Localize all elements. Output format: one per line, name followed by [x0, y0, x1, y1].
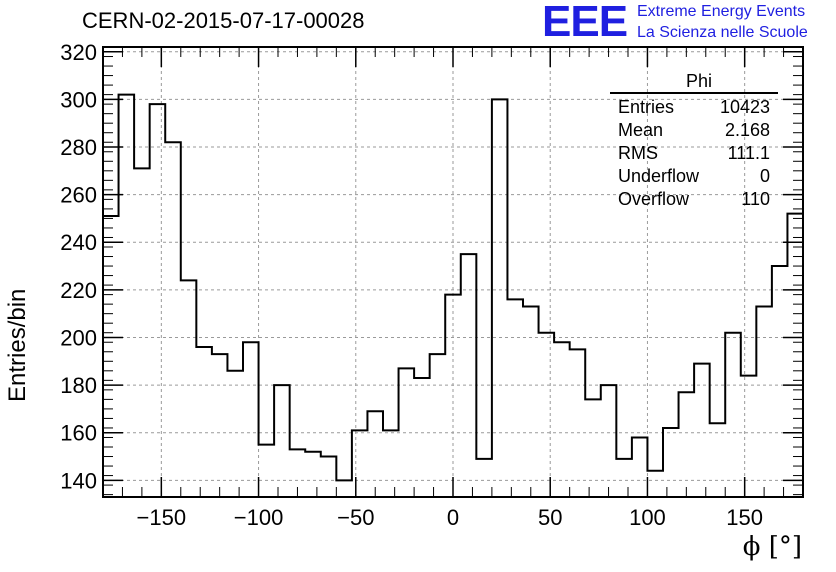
stats-value: 0: [759, 166, 770, 186]
x-tick-label: 50: [538, 505, 562, 530]
stats-label: Overflow: [618, 189, 690, 209]
histogram-line: [103, 93, 803, 497]
stats-value: 10423: [719, 97, 770, 117]
stats-value: 111.1: [727, 143, 770, 163]
stats-row: Underflow 0: [610, 165, 778, 188]
stats-row: Entries 10423: [610, 96, 778, 119]
y-tick-label: 200: [60, 325, 97, 350]
y-axis-label: Entries/bin: [4, 288, 31, 402]
x-tick-label: −100: [234, 505, 284, 530]
x-axis-label: ϕ [°]: [742, 532, 802, 562]
y-tick-label: 300: [60, 87, 97, 112]
y-tick-label: 260: [60, 183, 97, 208]
histogram-series: [103, 93, 803, 497]
stats-value: 2.168: [724, 120, 770, 140]
y-tick-label: 160: [60, 421, 97, 446]
x-tick-label: 0: [447, 505, 459, 530]
y-tick-label: 140: [60, 468, 97, 493]
stats-label: Underflow: [618, 166, 700, 186]
stats-row: Mean 2.168: [610, 119, 778, 142]
stats-label: Entries: [618, 97, 675, 117]
stats-box-title: Phi: [610, 70, 778, 94]
axis-ticks: [102, 46, 804, 497]
tick-labels: 140 160 180 200 220 240 260 280 300 320 −150 −100 −5…: [60, 40, 763, 530]
logo-line-1: Extreme Energy Events: [637, 3, 806, 20]
y-tick-label: 220: [60, 278, 97, 303]
y-tick-label: 280: [60, 135, 97, 160]
logo-line-2: La Scienza nelle Scuole: [637, 24, 808, 41]
x-tick-label: 150: [726, 505, 763, 530]
x-tick-label: −150: [137, 505, 187, 530]
stats-value: 110: [741, 189, 770, 209]
stats-label: Mean: [618, 120, 664, 140]
stats-row: RMS 111.1: [610, 142, 778, 165]
stats-box: Phi Entries 10423 Mean 2.168 RMS 111.1 Unde…: [610, 70, 778, 211]
x-tick-label: 100: [629, 505, 666, 530]
y-tick-label: 240: [60, 230, 97, 255]
stats-row: Overflow 110: [610, 188, 778, 211]
eee-logo: EEE: [542, 0, 628, 46]
stats-label: RMS: [618, 143, 658, 163]
x-tick-label: −50: [337, 505, 374, 530]
chart-title: CERN-02-2015-07-17-00028: [82, 8, 365, 33]
y-tick-label: 180: [60, 373, 97, 398]
y-tick-label: 320: [60, 40, 97, 65]
